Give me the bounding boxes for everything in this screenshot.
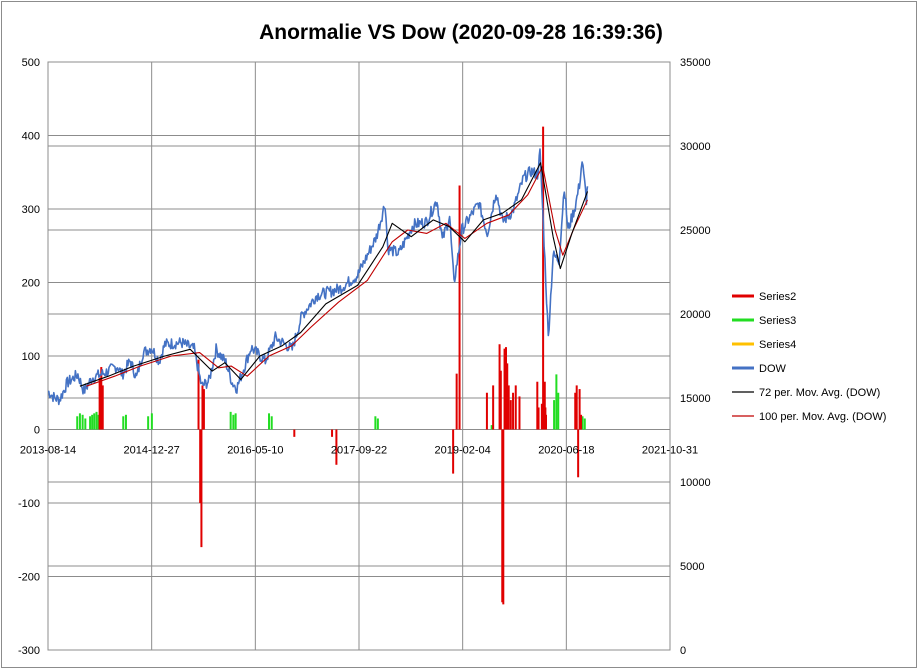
y-left-tick-label: 0 [34,425,40,437]
100-per-mov-avg-dow-line [86,165,588,387]
chart-title: Anormalie VS Dow (2020-09-28 16:39:36) [259,21,663,44]
plot-frame [47,61,671,651]
x-tick-label: 2014-12-27 [124,445,180,457]
y-left-tick-label: 500 [22,57,40,69]
x-tick-label: 2017-09-22 [331,445,387,457]
y-right-tick-label: 25000 [680,225,711,237]
y-left-tick-label: -100 [18,498,40,510]
plot-border [47,61,671,651]
legend-label-series4: Series4 [759,339,796,351]
x-tick-label: 2019-02-04 [435,445,491,457]
gridlines [47,61,671,651]
72-per-mov-avg-dow-line [79,162,589,387]
y-left-tick-label: -300 [18,645,40,657]
y-right-tick-label: 20000 [680,309,711,321]
legend-label-100-per-mov-avg-dow: 100 per. Mov. Avg. (DOW) [759,411,886,423]
axes-layer: -300-200-1000100200300400500050001000015… [18,57,711,657]
legend-label-dow: DOW [759,363,787,375]
y-right-tick-label: 15000 [680,393,711,405]
x-tick-label: 2013-08-14 [20,445,76,457]
x-tick-label: 2021-10-31 [642,445,698,457]
y-left-tick-label: 400 [22,131,40,143]
y-left-tick-label: 100 [22,351,40,363]
y-right-tick-label: 10000 [680,477,711,489]
y-right-tick-label: 30000 [680,141,711,153]
y-left-tick-label: -200 [18,572,40,584]
y-left-tick-label: 200 [22,278,40,290]
legend-label-series2: Series2 [759,291,796,303]
y-left-tick-label: 300 [22,204,40,216]
x-tick-label: 2020-06-18 [538,445,594,457]
y-right-tick-label: 5000 [680,561,704,573]
dow-line [48,148,589,406]
legend-label-72-per-mov-avg-dow: 72 per. Mov. Avg. (DOW) [759,387,880,399]
y-right-tick-label: 0 [680,645,686,657]
x-tick-label: 2016-05-10 [227,445,283,457]
y-right-tick-label: 35000 [680,57,711,69]
series-layer [48,126,589,605]
legend-label-series3: Series3 [759,315,796,327]
legend: Series2 Series3 Series4 DOW 72 per. Mov. Avg… [732,291,886,423]
